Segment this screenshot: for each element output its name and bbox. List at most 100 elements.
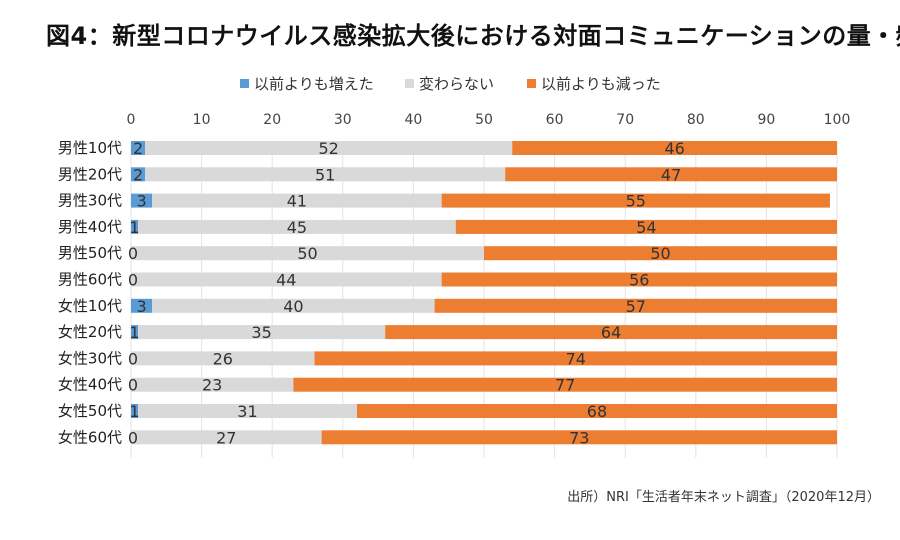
data-label: 52 <box>319 139 339 158</box>
legend-label: 変わらない <box>419 75 494 93</box>
data-label: 46 <box>664 139 684 158</box>
data-label: 2 <box>133 165 143 184</box>
data-label: 68 <box>587 402 607 421</box>
x-tick-label: 50 <box>475 112 493 128</box>
bar-segment <box>441 193 830 208</box>
x-tick-label: 10 <box>193 112 211 128</box>
x-tick-label: 0 <box>127 112 136 128</box>
data-label: 54 <box>636 218 656 237</box>
data-label: 41 <box>287 192 307 211</box>
bar-segment <box>314 351 837 366</box>
bar-segment <box>512 141 837 155</box>
data-label: 74 <box>566 349 586 368</box>
legend-label: 以前よりも減った <box>541 75 661 93</box>
data-label: 0 <box>128 271 138 290</box>
data-label: 55 <box>626 192 646 211</box>
bar-segment <box>131 272 442 287</box>
x-tick-label: 30 <box>334 112 352 128</box>
category-label: 男性30代 <box>58 192 122 210</box>
bar-segment <box>131 141 146 155</box>
data-label: 73 <box>569 428 589 447</box>
bar-segment <box>434 298 837 313</box>
data-label: 27 <box>216 428 236 447</box>
data-label: 3 <box>136 192 146 211</box>
legend: 以前よりも増えた 変わらない 以前よりも減った <box>240 75 661 93</box>
data-label: 31 <box>237 402 257 421</box>
bar-segment <box>441 272 837 287</box>
bar-segment <box>145 141 513 155</box>
legend-label: 以前よりも増えた <box>254 75 374 93</box>
legend-swatch <box>405 79 414 88</box>
x-tick-label: 90 <box>757 112 775 128</box>
legend-swatch <box>527 79 536 88</box>
category-label: 女性50代 <box>58 402 122 420</box>
bar-segment <box>455 219 837 234</box>
bar-segment <box>131 430 322 445</box>
bar-segment <box>131 167 146 182</box>
chart-title: 図4：新型コロナウイルス感染拡大後における対面コミュニケーションの量・頻度 <box>46 22 900 50</box>
category-label: 女性30代 <box>58 349 122 367</box>
category-label: 女性20代 <box>58 323 122 341</box>
data-label: 2 <box>133 139 143 158</box>
bar-segment <box>131 193 153 208</box>
bar-segment <box>505 167 837 182</box>
bar-segment <box>138 219 456 234</box>
x-axis-ticks: 0 10 20 30 40 50 60 70 80 90 100 <box>127 112 851 128</box>
data-label: 64 <box>601 323 621 342</box>
bar-segment <box>356 404 837 418</box>
data-label: 57 <box>626 297 646 316</box>
bar-segment <box>131 404 139 418</box>
bar-segment <box>131 351 315 366</box>
category-label: 男性40代 <box>58 218 122 236</box>
data-label: 40 <box>283 297 303 316</box>
category-label: 男性10代 <box>58 139 122 157</box>
data-label: 23 <box>202 376 222 395</box>
data-label: 0 <box>128 428 138 447</box>
category-label: 女性10代 <box>58 297 122 315</box>
data-labels: 2 52 46 2 51 47 3 41 55 1 45 54 0 50 50 0 44 56 3 40 57 1 35 64… <box>128 139 685 447</box>
data-label: 35 <box>251 323 271 342</box>
bar-segment <box>152 193 442 208</box>
category-label: 男性60代 <box>58 271 122 289</box>
bar-segment <box>131 298 153 313</box>
bar-segment <box>131 219 139 234</box>
category-label: 女性40代 <box>58 376 122 394</box>
data-label: 0 <box>128 244 138 263</box>
source-note: 出所）NRI「生活者年末ネット調査」（2020年12月） <box>567 490 880 505</box>
data-label: 56 <box>629 271 649 290</box>
data-label: 50 <box>650 244 670 263</box>
bar-segment <box>321 430 837 445</box>
data-label: 1 <box>129 323 139 342</box>
data-label: 47 <box>661 165 681 184</box>
x-tick-label: 40 <box>404 112 422 128</box>
bar-segment <box>131 246 484 261</box>
data-label: 3 <box>136 297 146 316</box>
data-label: 50 <box>297 244 317 263</box>
bar-segment <box>131 325 139 340</box>
data-label: 77 <box>555 376 575 395</box>
category-label: 女性60代 <box>58 428 122 446</box>
x-tick-label: 100 <box>824 112 851 128</box>
bar-segment <box>138 325 386 340</box>
bar-segment <box>152 298 435 313</box>
bar-segment <box>145 167 506 182</box>
category-label: 男性50代 <box>58 244 122 262</box>
data-label: 0 <box>128 376 138 395</box>
data-label: 45 <box>287 218 307 237</box>
x-tick-label: 80 <box>687 112 705 128</box>
legend-swatch <box>240 79 249 88</box>
x-tick-label: 20 <box>263 112 281 128</box>
data-label: 1 <box>129 218 139 237</box>
bar-segment <box>138 404 357 418</box>
category-label: 男性20代 <box>58 165 122 183</box>
x-tick-label: 70 <box>616 112 634 128</box>
data-label: 51 <box>315 165 335 184</box>
bars <box>131 141 837 445</box>
data-label: 1 <box>129 402 139 421</box>
bar-segment <box>484 246 837 261</box>
bar-segment <box>131 377 294 392</box>
x-tick-label: 60 <box>546 112 564 128</box>
bar-segment <box>293 377 837 392</box>
data-label: 0 <box>128 349 138 368</box>
